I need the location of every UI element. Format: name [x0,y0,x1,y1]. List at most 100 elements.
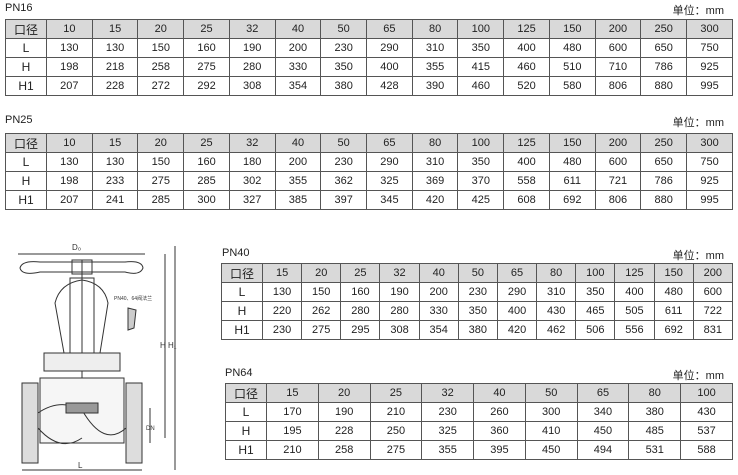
value-cell: 580 [548,76,596,96]
value-cell: 290 [366,152,413,172]
row-label-cell: L [5,152,47,172]
table-row: H 198 233 275 285 302 355 362 325 369 370 558 611 721… [5,171,733,191]
value-cell: 995 [686,76,733,96]
size-header-cell: 200 [594,133,642,153]
value-cell: 308 [228,76,276,96]
value-cell: 400 [614,282,655,302]
value-cell: 350 [320,57,368,77]
value-cell: 995 [686,190,733,210]
value-cell: 588 [680,440,733,460]
table-title-pn64: PN64 [225,367,253,379]
value-cell: 380 [320,76,368,96]
value-cell: 600 [594,152,642,172]
value-cell: 400 [503,38,550,58]
size-header-cell: 25 [340,263,381,283]
unit-label: 单位：mm [672,250,724,262]
dim-dn: DN [146,426,155,432]
row-label-cell: H1 [5,76,47,96]
value-cell: 325 [421,421,475,441]
size-header-cell: 80 [536,263,577,283]
size-header-cell: 50 [457,263,498,283]
value-cell: 460 [503,57,550,77]
table-row: H 195 228 250 325 360 410 450 485 537 [225,421,733,441]
value-cell: 210 [369,402,423,422]
value-cell: 831 [692,320,734,340]
value-cell: 692 [653,320,694,340]
value-cell: 210 [266,440,319,460]
table-row: H 198 218 258 275 280 330 350 400 355 415 460 510 710… [5,57,733,77]
value-cell: 354 [274,76,322,96]
dimension-table-pn64: 口径 15 20 25 32 40 50 65 80 100 L 170 190 210 230 260 300… [225,383,733,460]
value-cell: 190 [228,38,276,58]
value-cell: 280 [228,57,276,77]
value-cell: 180 [228,152,276,172]
value-cell: 428 [366,76,413,96]
value-cell: 250 [369,421,423,441]
value-cell: 290 [366,38,413,58]
row-label-cell: H1 [5,190,47,210]
table-title-pn40: PN40 [222,247,250,259]
value-cell: 350 [457,152,505,172]
table-row: H1 207 228 272 292 308 354 380 428 390 460 520 580 80… [5,76,733,96]
value-cell: 200 [274,38,322,58]
value-cell: 280 [379,301,420,321]
value-cell: 330 [274,57,322,77]
value-cell: 722 [692,301,734,321]
value-cell: 425 [457,190,505,210]
value-cell: 806 [594,76,642,96]
value-cell: 390 [411,76,459,96]
row-label-cell: H1 [221,320,263,340]
value-cell: 262 [301,301,342,321]
value-cell: 258 [137,57,185,77]
value-cell: 520 [503,76,550,96]
size-header-cell: 32 [421,383,475,403]
row-label-cell: H [225,421,267,441]
size-header-cell: 100 [575,263,616,283]
value-cell: 327 [228,190,276,210]
value-cell: 925 [686,171,733,191]
value-cell: 480 [548,38,596,58]
value-cell: 130 [91,38,139,58]
table-header-row: 口径 15 20 25 32 40 50 65 80 100 125 150 200 [221,263,734,283]
value-cell: 480 [653,282,694,302]
size-header-cell: 40 [473,383,526,403]
size-header-cell: 65 [496,263,538,283]
value-cell: 241 [91,190,139,210]
size-header-cell: 32 [379,263,420,283]
size-header-cell: 200 [594,19,642,39]
row-label-cell: L [5,38,47,58]
size-header-cell: 150 [548,19,596,39]
size-header-cell: 20 [137,133,185,153]
size-header-cell: 80 [628,383,682,403]
size-header-cell: 250 [640,133,688,153]
row-header-cell: 口径 [221,263,263,283]
value-cell: 160 [183,152,230,172]
table-row: H 220 262 280 280 330 350 400 430 465 505 611 722 [221,301,734,321]
value-cell: 150 [137,152,185,172]
unit-label: 单位：mm [672,370,724,382]
value-cell: 531 [628,440,682,460]
value-cell: 233 [91,171,139,191]
value-cell: 200 [418,282,459,302]
value-cell: 310 [536,282,577,302]
value-cell: 925 [686,57,733,77]
value-cell: 415 [457,57,505,77]
value-cell: 260 [473,402,526,422]
value-cell: 786 [640,57,688,77]
size-header-cell: 125 [614,263,655,283]
size-header-cell: 40 [418,263,459,283]
value-cell: 650 [640,152,688,172]
value-cell: 400 [366,57,413,77]
dimension-table-pn25: 口径 10 15 20 25 32 40 50 65 80 100 125 150 200 250 300 L 1… [5,133,733,210]
dim-l: L [78,461,83,470]
value-cell: 220 [261,301,303,321]
table-row: L 130 150 160 190 200 230 290 310 350 400 480 600 [221,282,734,302]
size-header-cell: 15 [261,263,303,283]
size-header-cell: 65 [576,383,630,403]
value-cell: 385 [274,190,322,210]
size-header-cell: 200 [692,263,734,283]
value-cell: 506 [575,320,616,340]
table-header-row: 口径 10 15 20 25 32 40 50 65 80 100 125 150 200 250 300 [5,133,733,153]
unit-label: 单位：mm [672,5,724,17]
size-header-cell: 250 [640,19,688,39]
